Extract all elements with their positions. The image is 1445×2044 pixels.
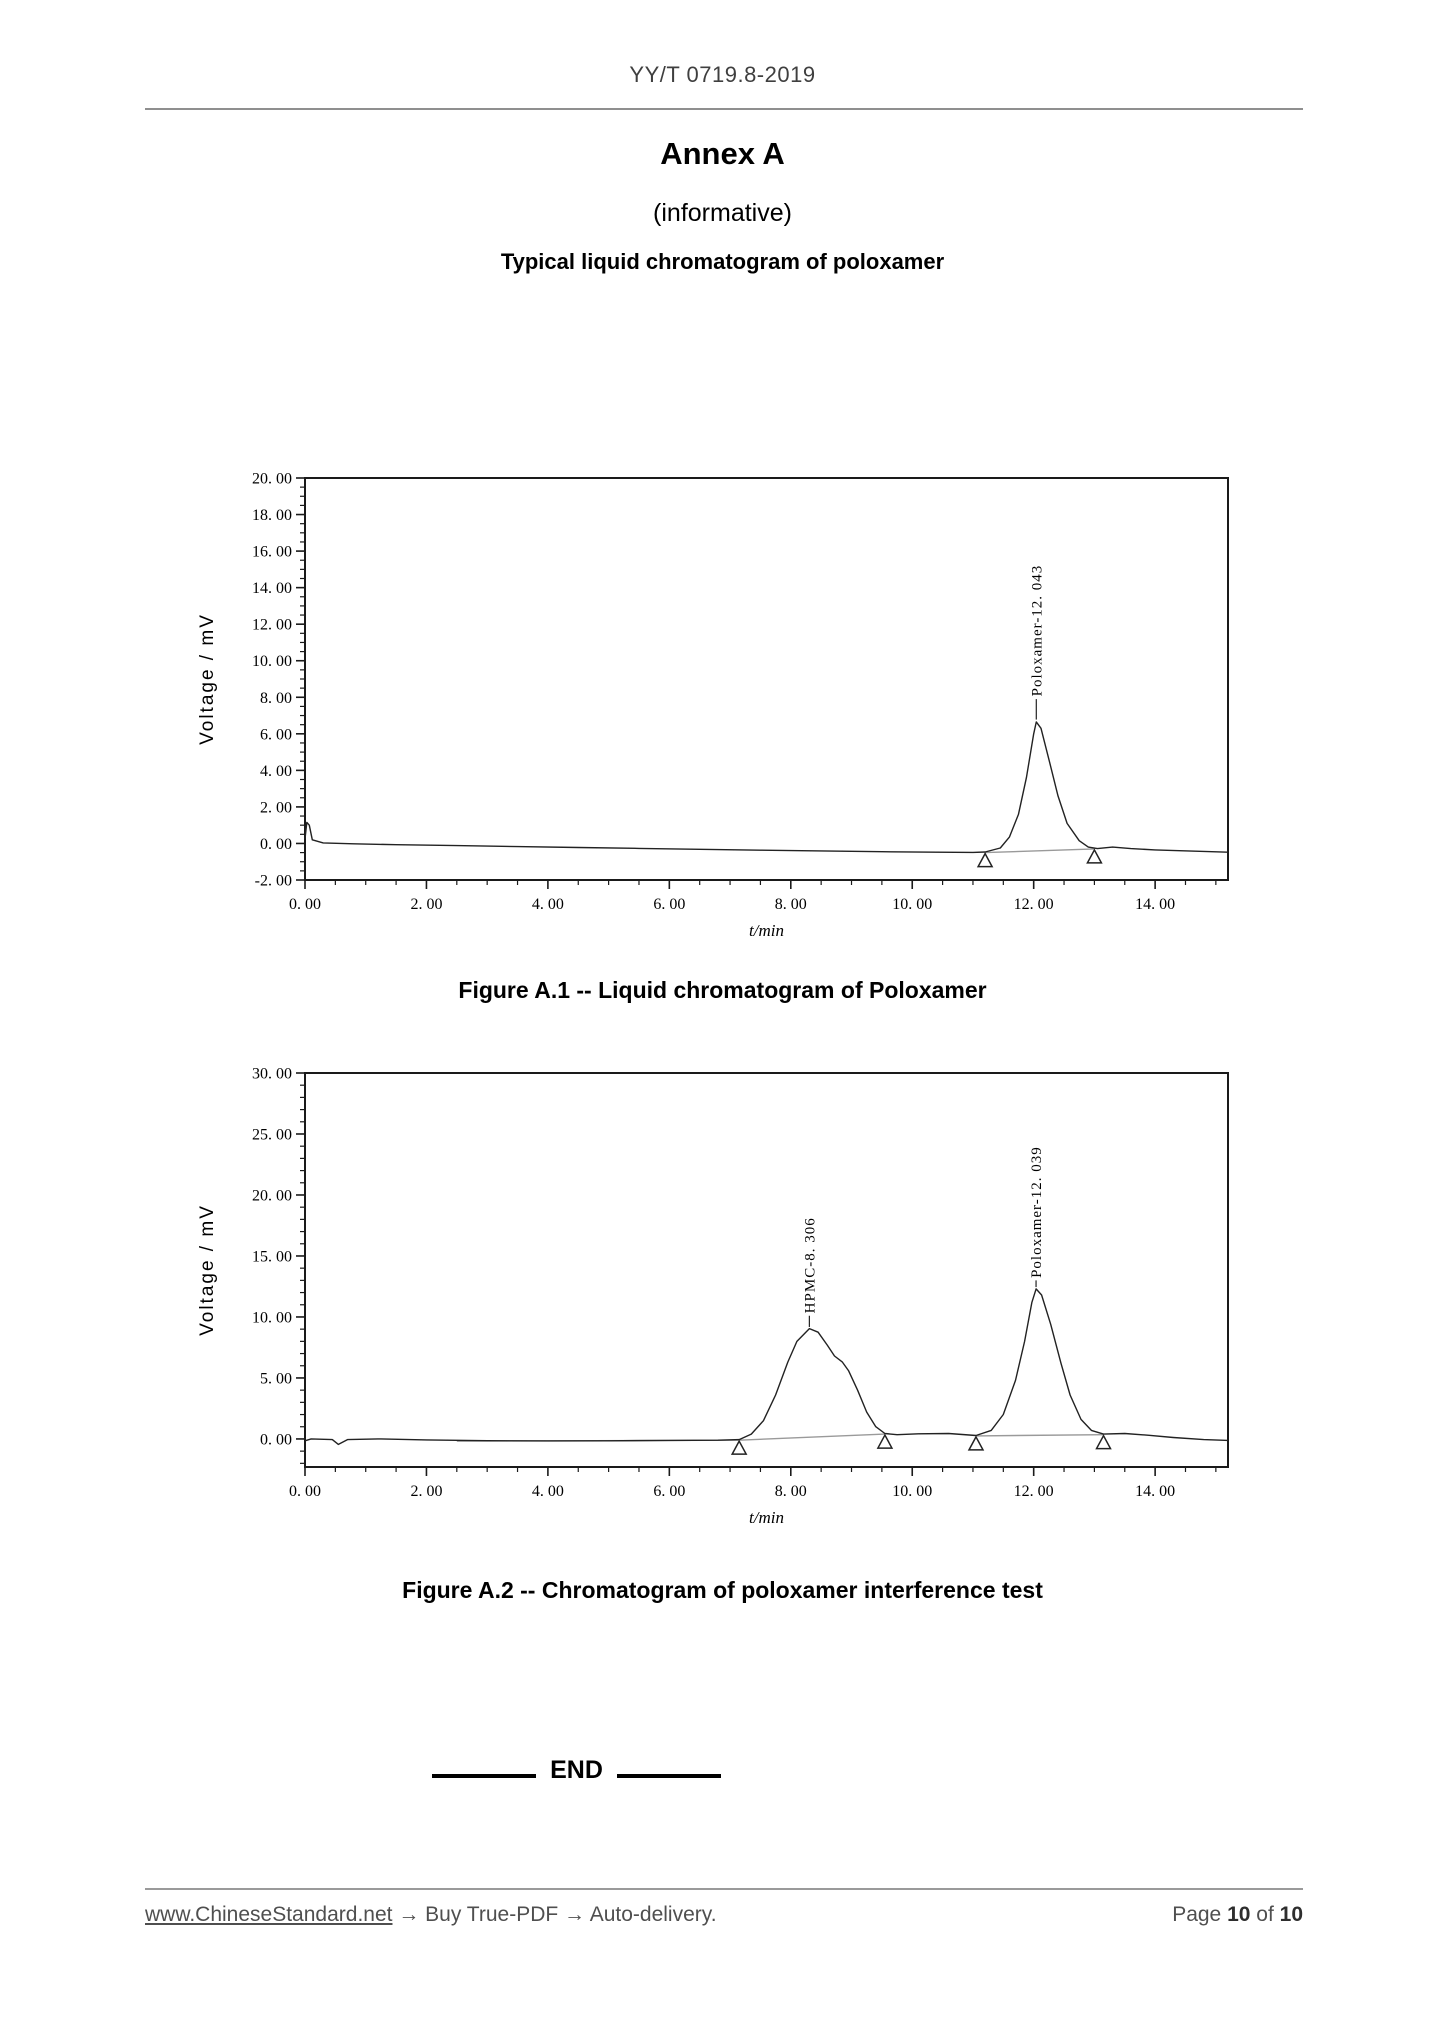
page-total: 10	[1279, 1903, 1303, 1926]
svg-text:4. 00: 4. 00	[532, 896, 564, 913]
svg-text:6. 00: 6. 00	[653, 1483, 685, 1500]
chromatogram-figure-a1: 20. 00 18. 00 16. 00 14. 00 12. 00 10. 00 8. 0…	[197, 471, 1229, 940]
svg-text:8. 00: 8. 00	[775, 896, 807, 913]
svg-text:12. 00: 12. 00	[252, 617, 292, 634]
svg-text:0. 00: 0. 00	[260, 1431, 292, 1448]
svg-text:20. 00: 20. 00	[252, 471, 292, 488]
svg-text:10. 00: 10. 00	[892, 896, 932, 913]
svg-text:15. 00: 15. 00	[252, 1248, 292, 1265]
svg-text:6. 00: 6. 00	[260, 726, 292, 743]
footer-page-info: Page 10 of 10	[1172, 1903, 1303, 1927]
svg-text:14. 00: 14. 00	[1135, 1483, 1175, 1500]
svg-text:14. 00: 14. 00	[252, 580, 292, 597]
footer: www.ChineseStandard.net → Buy True-PDF →…	[145, 1903, 1303, 1927]
annex-title: Annex A	[660, 136, 785, 171]
svg-text:30. 00: 30. 00	[252, 1066, 292, 1083]
svg-text:Poloxamer-12. 043: Poloxamer-12. 043	[1029, 565, 1045, 697]
figure-a2-caption: Figure A.2 -- Chromatogram of poloxamer …	[402, 1577, 1043, 1603]
svg-text:0. 00: 0. 00	[260, 836, 292, 853]
svg-text:t/min: t/min	[749, 1508, 784, 1527]
svg-text:8. 00: 8. 00	[260, 690, 292, 707]
document-subject: Typical liquid chromatogram of poloxamer	[500, 249, 945, 274]
svg-text:4. 00: 4. 00	[532, 1483, 564, 1500]
svg-text:Voltage / mV: Voltage / mV	[197, 613, 218, 745]
svg-text:5. 00: 5. 00	[260, 1370, 292, 1387]
end-underline-left	[431, 1744, 536, 1778]
standard-number-header: YY/T 0719.8-2019	[629, 62, 816, 87]
page-label: Page	[1172, 1903, 1222, 1926]
footer-divider	[145, 1888, 1303, 1890]
figure-a1-caption: Figure A.1 -- Liquid chromatogram of Pol…	[458, 977, 987, 1003]
chromatogram-figure-a2: 30. 00 25. 00 20. 00 15. 00 10. 00 5. 00 0. 00…	[197, 1066, 1229, 1527]
svg-text:12. 00: 12. 00	[1014, 1483, 1054, 1500]
svg-text:HPMC-8. 306: HPMC-8. 306	[802, 1217, 818, 1313]
footer-tail: → Buy True-PDF → Auto-delivery.	[392, 1903, 717, 1926]
end-marker: END	[0, 1744, 1153, 1785]
svg-text:0. 00: 0. 00	[289, 1483, 321, 1500]
svg-text:2. 00: 2. 00	[410, 896, 442, 913]
svg-text:Voltage / mV: Voltage / mV	[197, 1204, 218, 1336]
svg-text:0. 00: 0. 00	[289, 896, 321, 913]
svg-text:6. 00: 6. 00	[653, 896, 685, 913]
end-underline-right	[617, 1744, 722, 1778]
footer-source: www.ChineseStandard.net → Buy True-PDF →…	[145, 1903, 717, 1927]
svg-text:2. 00: 2. 00	[410, 1483, 442, 1500]
svg-text:16. 00: 16. 00	[252, 544, 292, 561]
of-label: of	[1256, 1903, 1274, 1926]
svg-text:Poloxamer-12. 039: Poloxamer-12. 039	[1029, 1146, 1045, 1278]
svg-text:25. 00: 25. 00	[252, 1126, 292, 1143]
svg-text:20. 00: 20. 00	[252, 1187, 292, 1204]
svg-text:t/min: t/min	[749, 921, 784, 940]
svg-text:10. 00: 10. 00	[252, 1309, 292, 1326]
footer-link[interactable]: www.ChineseStandard.net	[145, 1903, 393, 1926]
svg-text:12. 00: 12. 00	[1014, 896, 1054, 913]
svg-text:14. 00: 14. 00	[1135, 896, 1175, 913]
svg-text:8. 00: 8. 00	[775, 1483, 807, 1500]
header-divider	[145, 108, 1303, 110]
svg-text:10. 00: 10. 00	[252, 653, 292, 670]
svg-text:2. 00: 2. 00	[260, 799, 292, 816]
page-number: 10	[1227, 1903, 1251, 1926]
svg-text:18. 00: 18. 00	[252, 507, 292, 524]
end-label: END	[550, 1756, 603, 1784]
informative-subtitle: (informative)	[653, 199, 792, 227]
svg-text:4. 00: 4. 00	[260, 763, 292, 780]
svg-text:10. 00: 10. 00	[892, 1483, 932, 1500]
svg-text:-2. 00: -2. 00	[255, 873, 292, 890]
